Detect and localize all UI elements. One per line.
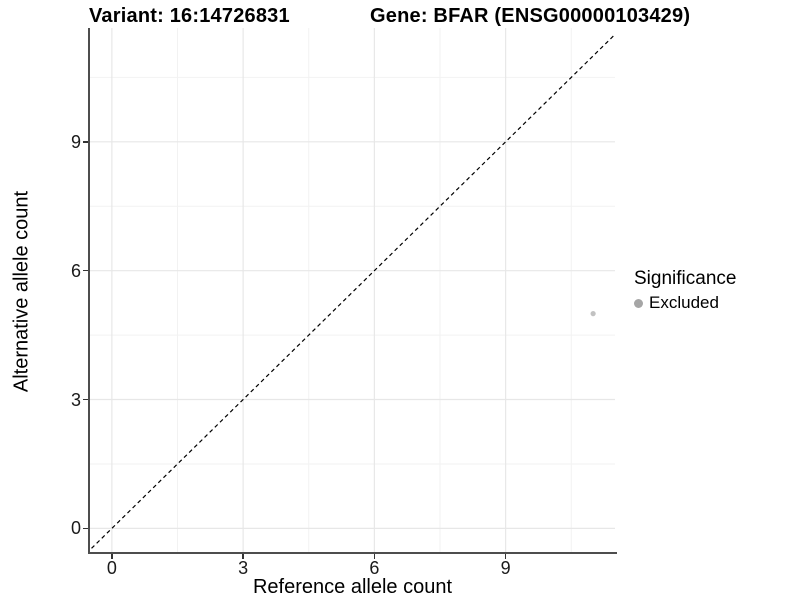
plot-panel (90, 28, 615, 552)
data-point-excluded (590, 311, 596, 317)
plot-title-variant: Variant: 16:14726831 (89, 5, 290, 27)
x-tick-label: 9 (500, 558, 511, 578)
plot-title-gene: Gene: BFAR (ENSG00000103429) (370, 5, 691, 27)
legend-item-excluded: Excluded (634, 293, 736, 313)
y-tick-label: 6 (70, 260, 81, 281)
x-tick-mark (373, 554, 376, 559)
x-tick-mark (111, 554, 113, 559)
x-axis-title: Reference allele count (252, 576, 452, 598)
y-tick-label: 3 (70, 389, 81, 410)
y-tick-mark (83, 269, 88, 272)
legend-key-dot-icon (634, 298, 643, 308)
y-tick-label: 9 (70, 131, 81, 152)
y-axis-line (88, 28, 90, 554)
x-tick-mark (242, 554, 244, 559)
y-tick-mark (83, 141, 88, 143)
legend-title: Significance (634, 268, 737, 289)
y-tick-label: 0 (70, 518, 81, 539)
plot-canvas (90, 28, 615, 552)
x-tick-label: 0 (106, 558, 117, 578)
x-tick-label: 3 (238, 558, 249, 578)
x-tick-label: 6 (369, 558, 380, 578)
legend-item-label: Excluded (649, 293, 719, 312)
legend: Significance Excluded (634, 268, 736, 313)
y-tick-mark (83, 398, 88, 401)
y-axis-title: Alternative allele count (10, 190, 33, 393)
identity-dashed-line (90, 33, 615, 551)
x-tick-mark (504, 554, 507, 559)
x-axis-line (88, 552, 617, 554)
y-tick-mark (83, 527, 88, 530)
